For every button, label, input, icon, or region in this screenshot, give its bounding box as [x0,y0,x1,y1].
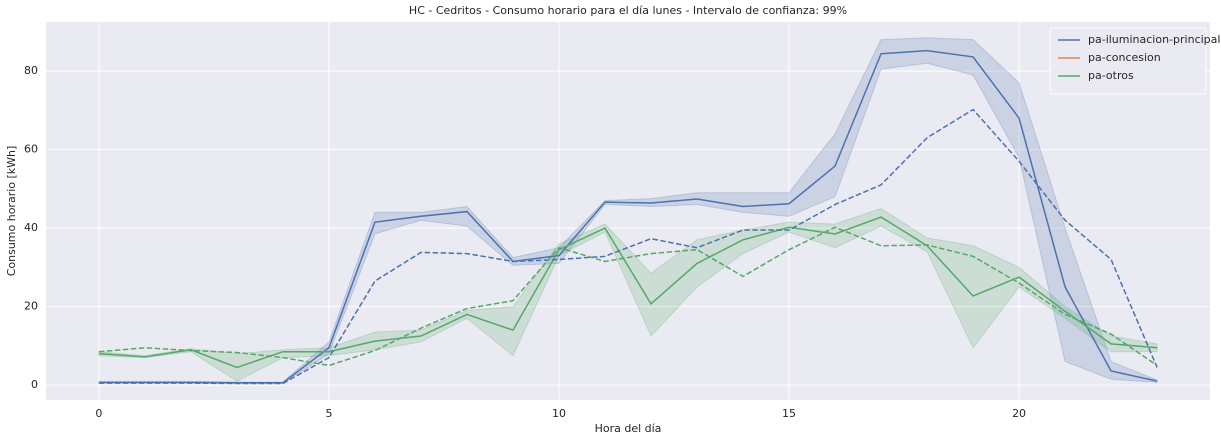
legend-label: pa-iluminacion-principal [1088,33,1220,46]
chart-title: HC - Cedritos - Consumo horario para el … [409,4,847,17]
plot-area [46,22,1210,400]
y-tick-label: 80 [24,64,38,77]
line [98,216,1158,369]
x-tick-label: 10 [552,407,566,420]
dashed-line [98,108,1158,385]
legend-box [1049,27,1207,95]
legend-label: pa-concesion [1088,51,1161,64]
y-tick-label: 60 [24,143,38,156]
x-tick-label: 20 [1012,407,1026,420]
y-tick-label: 0 [31,378,38,391]
x-tick-label: 15 [782,407,796,420]
legend-label: pa-otros [1088,69,1134,82]
confidence-band [98,207,1158,382]
y-tick-label: 20 [24,300,38,313]
y-axis-label: Consumo horario [kWh] [5,146,18,277]
x-tick-label: 0 [95,407,102,420]
line [98,49,1158,384]
x-axis-label: Hora del día [595,422,662,435]
x-tick-label: 5 [325,407,332,420]
dashed-line [98,226,1158,367]
y-tick-label: 40 [24,221,38,234]
confidence-band [98,37,1158,385]
